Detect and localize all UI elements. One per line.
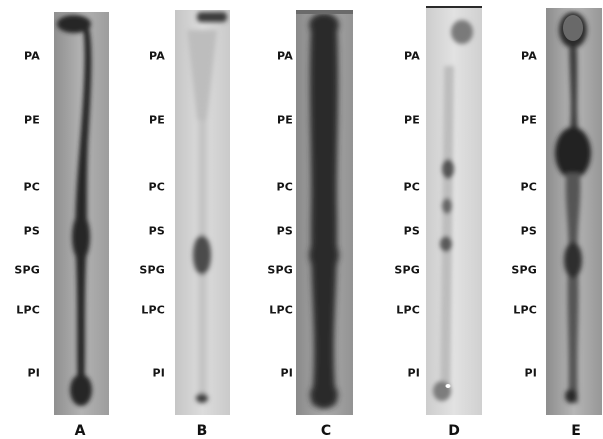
label-pc: PC — [23, 180, 40, 194]
label-pc: PC — [520, 180, 537, 194]
label-pi: PI — [280, 366, 293, 380]
lane-label-b: B — [196, 423, 208, 439]
lane-label-d: D — [448, 423, 460, 439]
label-lpc: LPC — [513, 303, 537, 317]
label-pe: PE — [24, 113, 40, 127]
label-spg: SPG — [139, 263, 165, 277]
panel-c: PA PE PC PS SPG LPC PI C — [243, 0, 363, 439]
label-ps: PS — [276, 224, 293, 238]
label-pi: PI — [407, 366, 420, 380]
label-spg: SPG — [14, 263, 40, 277]
label-spg: SPG — [267, 263, 293, 277]
label-pi: PI — [152, 366, 165, 380]
label-pc: PC — [403, 180, 420, 194]
lane-label-e: E — [571, 423, 581, 439]
panel-e: PA PE PC PS SPG LPC PI E — [487, 0, 603, 439]
plate-c-image — [296, 10, 353, 415]
label-lpc: LPC — [396, 303, 420, 317]
tlc-plate-a — [54, 12, 109, 415]
label-lpc: LPC — [141, 303, 165, 317]
plate-a-image — [54, 12, 109, 415]
tlc-plate-c — [296, 10, 353, 415]
label-ps: PS — [403, 224, 420, 238]
label-pi: PI — [27, 366, 40, 380]
panel-a: PA PE PC PS SPG LPC PI A — [0, 0, 120, 439]
lane-label-c: C — [320, 423, 332, 439]
label-ps: PS — [23, 224, 40, 238]
label-pa: PA — [404, 49, 420, 63]
label-pi: PI — [524, 366, 537, 380]
label-ps: PS — [520, 224, 537, 238]
panel-d: PA PE PC PS SPG LPC PI D — [366, 0, 486, 439]
plate-d-image — [426, 6, 482, 415]
label-pa: PA — [149, 49, 165, 63]
label-pe: PE — [404, 113, 420, 127]
label-pc: PC — [148, 180, 165, 194]
label-pa: PA — [24, 49, 40, 63]
label-ps: PS — [148, 224, 165, 238]
lane-label-a: A — [74, 423, 86, 439]
label-pe: PE — [149, 113, 165, 127]
label-lpc: LPC — [269, 303, 293, 317]
label-pe: PE — [521, 113, 537, 127]
label-pe: PE — [277, 113, 293, 127]
label-spg: SPG — [394, 263, 420, 277]
label-lpc: LPC — [16, 303, 40, 317]
tlc-plate-d — [426, 6, 482, 415]
plate-e-image — [546, 8, 602, 415]
panel-b: PA PE PC PS SPG LPC PI B — [121, 0, 241, 439]
label-pa: PA — [521, 49, 537, 63]
tlc-plate-b — [175, 10, 230, 415]
label-pa: PA — [277, 49, 293, 63]
tlc-plate-e — [546, 8, 602, 415]
label-spg: SPG — [511, 263, 537, 277]
label-pc: PC — [276, 180, 293, 194]
plate-b-image — [175, 10, 230, 415]
